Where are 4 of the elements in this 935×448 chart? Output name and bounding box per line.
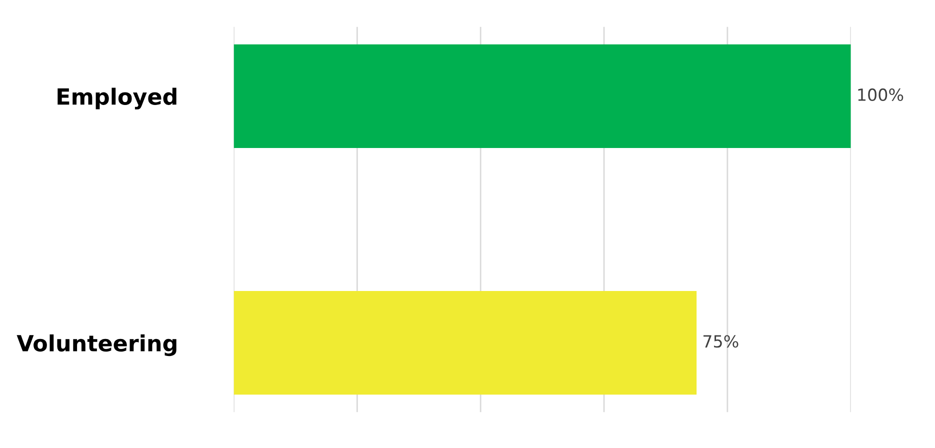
data-label: 75% — [704, 335, 738, 348]
data-label: 100% — [858, 88, 904, 102]
y-tick-label: Volunteering — [16, 334, 176, 356]
y-tick-label: Employed — [58, 88, 176, 110]
